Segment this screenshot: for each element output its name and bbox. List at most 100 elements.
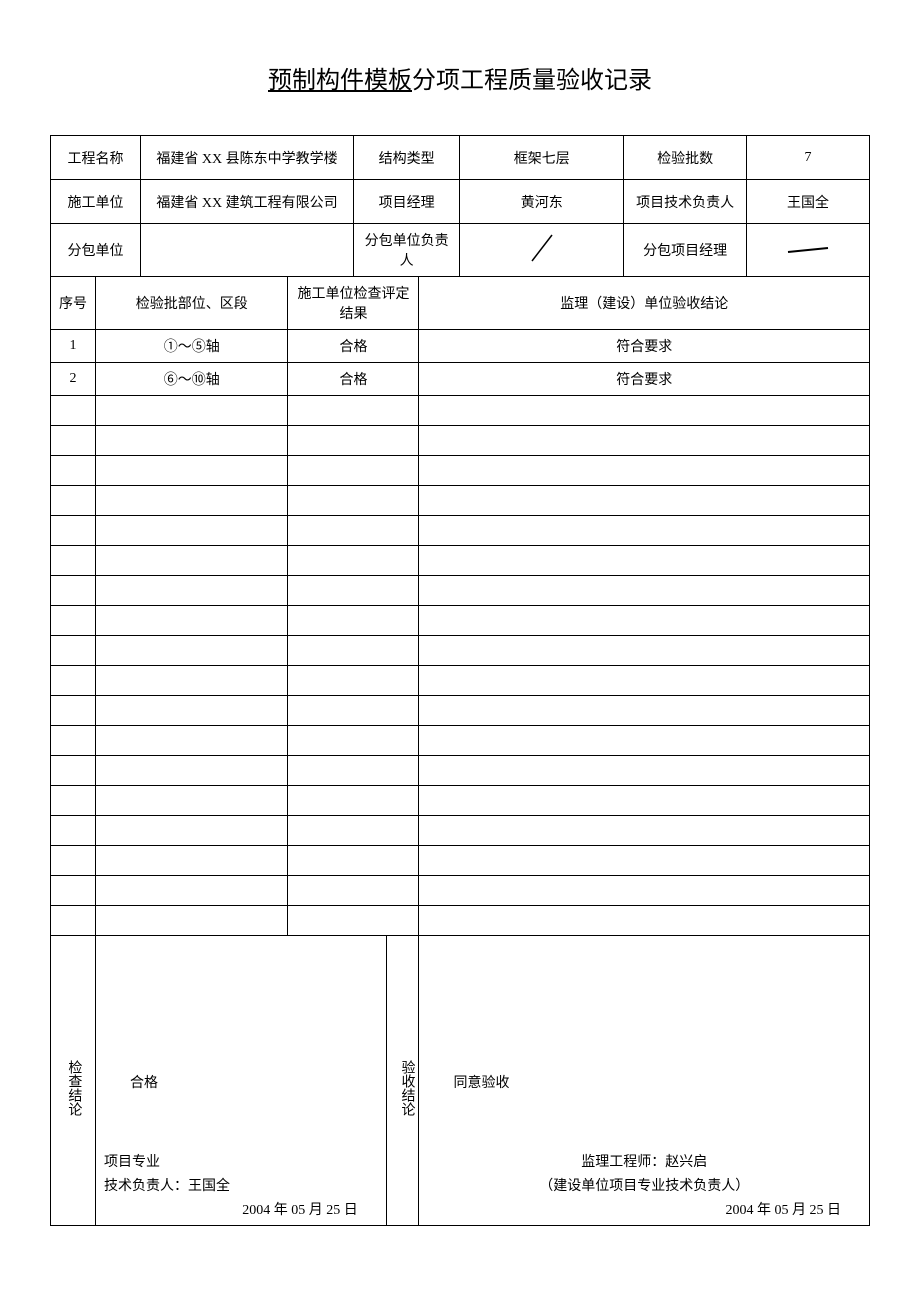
cell-seq [51, 426, 96, 456]
cell-seq [51, 666, 96, 696]
header-row-3: 分包单位 分包单位负责人 分包项目经理 [51, 224, 870, 277]
check-result: 合格 [100, 1070, 382, 1092]
cell-conclusion [419, 786, 870, 816]
cell-section [96, 396, 288, 426]
cell-conclusion: 符合要求 [419, 330, 870, 363]
cell-section: ①～⑤轴 [96, 330, 288, 363]
cell-result [288, 726, 419, 756]
table-row [51, 726, 870, 756]
accept-conclusion-label: 验收结论 [391, 1040, 422, 1116]
cell-seq [51, 606, 96, 636]
cell-section [96, 696, 288, 726]
cell-result: 合格 [288, 363, 419, 396]
cell-conclusion [419, 696, 870, 726]
project-name-label: 工程名称 [51, 136, 141, 180]
accept-bottom: 监理工程师：赵兴启 （建设单位项目专业技术负责人） 2004 年 05 月 25… [427, 1151, 861, 1219]
cell-result [288, 576, 419, 606]
cell-conclusion [419, 636, 870, 666]
tech-lead-label: 项目技术负责人 [624, 180, 747, 224]
cell-result [288, 516, 419, 546]
cell-result [288, 816, 419, 846]
cell-result [288, 786, 419, 816]
table-row [51, 906, 870, 936]
table-row: 1①～⑤轴合格符合要求 [51, 330, 870, 363]
check-sig-line1: 项目专业 [104, 1151, 378, 1171]
cell-result [288, 606, 419, 636]
cell-section [96, 486, 288, 516]
cell-seq [51, 456, 96, 486]
inspection-batch-value: 7 [747, 136, 870, 180]
subcontractor-label: 分包单位 [51, 224, 141, 277]
cell-result [288, 396, 419, 426]
cell-conclusion [419, 486, 870, 516]
cell-conclusion [419, 876, 870, 906]
cell-result [288, 666, 419, 696]
cell-result [288, 456, 419, 486]
cell-conclusion [419, 576, 870, 606]
table-row [51, 636, 870, 666]
table-row [51, 396, 870, 426]
column-header-row: 序号 检验批部位、区段 施工单位检查评定结果 监理（建设）单位验收结论 [51, 277, 870, 330]
cell-result: 合格 [288, 330, 419, 363]
cell-result [288, 906, 419, 936]
check-conclusion-cell: 合格 项目专业 技术负责人：王国全 2004 年 05 月 25 日 [96, 936, 387, 1226]
subcontractor-lead-value [460, 224, 624, 277]
header-row-1: 工程名称 福建省 XX 县陈东中学教学楼 结构类型 框架七层 检验批数 7 [51, 136, 870, 180]
cell-conclusion [419, 426, 870, 456]
accept-sig-line2: （建设单位项目专业技术负责人） [427, 1175, 861, 1195]
cell-result [288, 486, 419, 516]
table-row [51, 426, 870, 456]
cell-conclusion [419, 606, 870, 636]
inspection-batch-label: 检验批数 [624, 136, 747, 180]
cell-seq: 1 [51, 330, 96, 363]
construction-unit-value: 福建省 XX 建筑工程有限公司 [141, 180, 354, 224]
table-row [51, 576, 870, 606]
cell-seq [51, 876, 96, 906]
cell-conclusion [419, 756, 870, 786]
check-sig-line2: 技术负责人：王国全 [104, 1175, 378, 1195]
cell-result [288, 426, 419, 456]
table-row [51, 696, 870, 726]
subcontractor-pm-value [747, 224, 870, 277]
check-date: 2004 年 05 月 25 日 [104, 1199, 378, 1219]
cell-section [96, 906, 288, 936]
cell-seq [51, 516, 96, 546]
accept-date: 2004 年 05 月 25 日 [427, 1199, 861, 1219]
table-row [51, 546, 870, 576]
cell-section [96, 726, 288, 756]
cell-conclusion [419, 846, 870, 876]
col-seq: 序号 [51, 277, 96, 330]
cell-conclusion [419, 726, 870, 756]
structure-type-label: 结构类型 [353, 136, 459, 180]
cell-seq [51, 846, 96, 876]
cell-seq [51, 726, 96, 756]
page-title: 预制构件模板分项工程质量验收记录 [50, 60, 870, 95]
cell-section [96, 516, 288, 546]
cell-seq [51, 696, 96, 726]
table-row: 2⑥～⑩轴合格符合要求 [51, 363, 870, 396]
cell-section [96, 786, 288, 816]
cell-seq [51, 756, 96, 786]
title-rest: 分项工程质量验收记录 [412, 68, 652, 94]
title-underlined: 预制构件模板 [268, 68, 412, 94]
table-row [51, 786, 870, 816]
cell-seq [51, 816, 96, 846]
table-row [51, 606, 870, 636]
cell-seq [51, 906, 96, 936]
cell-conclusion: 符合要求 [419, 363, 870, 396]
dash-icon [783, 247, 833, 262]
col-construction-result: 施工单位检查评定结果 [288, 277, 419, 330]
cell-seq [51, 786, 96, 816]
accept-result: 同意验收 [423, 1070, 865, 1092]
subcontractor-lead-label: 分包单位负责人 [353, 224, 459, 277]
header-row-2: 施工单位 福建省 XX 建筑工程有限公司 项目经理 黄河东 项目技术负责人 王国… [51, 180, 870, 224]
cell-result [288, 876, 419, 906]
cell-section [96, 576, 288, 606]
cell-section [96, 756, 288, 786]
conclusion-row: 检查结论 合格 项目专业 技术负责人：王国全 2004 年 05 月 25 日 … [51, 936, 870, 1226]
cell-result [288, 756, 419, 786]
accept-sig-line1: 监理工程师：赵兴启 [427, 1151, 861, 1171]
cell-conclusion [419, 456, 870, 486]
table-row [51, 816, 870, 846]
cell-section: ⑥～⑩轴 [96, 363, 288, 396]
